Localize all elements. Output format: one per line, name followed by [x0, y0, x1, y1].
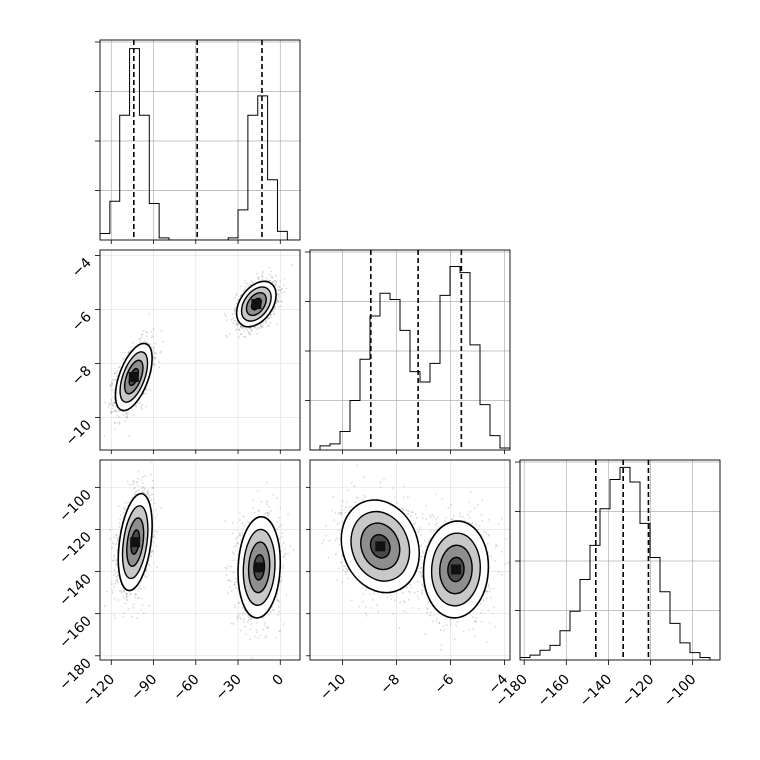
xtick-label-0-3: −30: [213, 672, 245, 704]
xtick-label-2-3: −120: [619, 672, 658, 711]
hist-panel-p1: [305, 249, 511, 451]
xtick-label-2-2: −140: [577, 672, 616, 711]
ytick-label-1-2: −6: [69, 309, 95, 335]
hist-bar-p2-3: [550, 645, 560, 660]
hist-bar-p0-0: [100, 234, 110, 240]
hist-bar-p1-18: [490, 436, 500, 450]
hist-bar-p1-13: [440, 295, 450, 450]
density-peak-p0p1-1: [251, 299, 262, 310]
density-peak-p0p2-1: [254, 562, 265, 573]
hist-bar-p2-16: [680, 643, 690, 660]
hist-p0: [100, 48, 298, 240]
hist-bar-p2-17: [690, 653, 700, 660]
hist-frame-p2: [519, 459, 721, 661]
hist-bar-p1-12: [430, 363, 440, 450]
hist-frame-p1: [309, 249, 511, 451]
ytick-label-1-3: −4: [69, 255, 95, 281]
hist-bar-p1-11: [420, 382, 430, 450]
hist-p1: [310, 265, 510, 450]
hist-panel-p0: [95, 39, 301, 241]
hist-bar-p0-5: [149, 203, 159, 240]
xtick-label-2-1: −160: [535, 672, 574, 711]
density-peak-p1p2-1: [450, 564, 461, 575]
density-peak-p0p1-0: [128, 372, 139, 383]
hist-bar-p2-2: [540, 650, 550, 660]
hist-bar-p0-17: [268, 180, 278, 240]
ytick-label-2-4: −100: [56, 487, 95, 526]
hist-bar-p2-11: [630, 482, 640, 660]
hist-bar-p1-5: [360, 359, 370, 450]
hist-bar-p2-5: [570, 611, 580, 660]
xtick-label-0-2: −60: [170, 672, 202, 704]
hist-panel-p2: [515, 459, 721, 661]
hist-clip-p1: [310, 250, 510, 450]
hist-bar-p2-15: [670, 623, 680, 660]
hist-bar-p1-2: [330, 444, 340, 450]
hist-bar-p2-4: [560, 631, 570, 660]
xtick-label-0-4: 0: [269, 672, 287, 690]
hist-bar-p1-3: [340, 431, 350, 450]
hist-bar-p2-7: [590, 545, 600, 660]
hist-bar-p2-9: [610, 480, 620, 660]
scatter-panel-p0-p1: [99, 249, 301, 451]
hist-bar-p1-17: [480, 405, 490, 450]
hist-bar-p2-13: [650, 558, 660, 660]
xtick-label-0-0: −120: [80, 672, 119, 711]
hist-bar-p0-2: [120, 115, 130, 240]
hist-p2: [520, 466, 720, 660]
ytick-label-2-1: −160: [56, 613, 95, 652]
hist-bar-p1-9: [400, 330, 410, 450]
xtick-label-2-4: −100: [661, 672, 700, 711]
density-peak-p0p2-0: [130, 537, 141, 548]
hist-bar-p1-7: [380, 293, 390, 450]
hist-clip-p2: [520, 460, 720, 660]
xtick-label-1-2: −6: [431, 671, 457, 697]
ytick-label-1-1: −8: [69, 363, 95, 389]
hist-bar-p2-10: [620, 467, 630, 660]
hist-bar-p1-1: [320, 446, 330, 450]
hist-bar-p1-8: [390, 299, 400, 450]
scatter-frame-p0-p2: [99, 459, 301, 661]
scatter-frame-p0-p1: [99, 249, 301, 451]
scatter-clip-p1-p2: [310, 460, 510, 660]
ytick-label-2-3: −120: [56, 529, 95, 568]
scatter-clip-p0-p1: [100, 250, 300, 450]
ytick-label-1-0: −10: [63, 417, 95, 449]
scatter-clip-p0-p2: [100, 460, 300, 660]
hist-bar-p2-6: [580, 580, 590, 660]
xtick-label-1-0: −10: [317, 672, 349, 704]
hist-bar-p1-16: [470, 345, 480, 450]
xtick-label-0-1: −90: [128, 672, 160, 704]
hist-bar-p1-4: [350, 401, 360, 450]
hist-bar-p1-14: [450, 266, 460, 450]
xtick-label-1-1: −8: [377, 672, 403, 698]
hist-bar-p0-4: [139, 115, 149, 240]
hist-clip-p0: [100, 40, 300, 240]
hist-bar-p0-14: [238, 210, 248, 240]
scatter-frame-p1-p2: [309, 459, 511, 661]
hist-bar-p0-18: [277, 231, 287, 240]
hist-bar-p0-15: [248, 115, 258, 240]
hist-bar-p2-14: [660, 592, 670, 660]
density-peak-p1p2-0: [375, 541, 386, 552]
hist-frame-p0: [99, 39, 301, 241]
scatter-panel-p1-p2: [309, 459, 511, 661]
hist-bar-p2-1: [530, 655, 540, 660]
scatter-panel-p0-p2: [99, 459, 301, 661]
ytick-label-2-2: −140: [56, 571, 95, 610]
